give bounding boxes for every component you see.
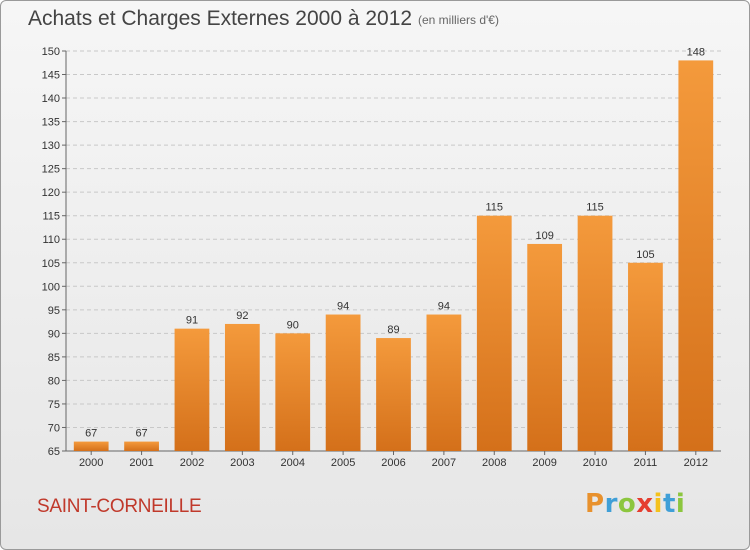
bar bbox=[476, 215, 512, 451]
logo-letter: i bbox=[675, 489, 686, 519]
data-label: 115 bbox=[586, 202, 604, 214]
x-tick-label: 2012 bbox=[684, 457, 708, 469]
labels: 65 70 75 80 85 90 95 100 105 110 115 120 125 130 135 14… bbox=[42, 46, 708, 469]
y-tick-label: 75 bbox=[48, 399, 60, 411]
x-tick-label: 2000 bbox=[79, 457, 103, 469]
x-tick-label: 2002 bbox=[180, 457, 204, 469]
data-label: 94 bbox=[337, 301, 349, 313]
x-tick-label: 2009 bbox=[532, 457, 556, 469]
bar bbox=[73, 441, 109, 451]
y-tick-label: 110 bbox=[42, 234, 60, 246]
x-tick-label: 2003 bbox=[230, 457, 254, 469]
x-tick-label: 2001 bbox=[129, 457, 153, 469]
bar bbox=[527, 243, 563, 451]
logo-letter: t bbox=[662, 489, 676, 519]
y-tick-label: 150 bbox=[42, 46, 60, 58]
commune-name: SAINT-CORNEILLE bbox=[37, 496, 202, 517]
y-tick-label: 120 bbox=[42, 187, 60, 199]
bar bbox=[174, 328, 210, 451]
bar bbox=[275, 333, 311, 451]
bar bbox=[376, 338, 411, 451]
y-tick-label: 90 bbox=[48, 328, 60, 340]
data-label: 91 bbox=[186, 315, 198, 327]
y-tick-label: 125 bbox=[42, 164, 60, 176]
data-label: 67 bbox=[85, 428, 97, 440]
y-tick-label: 70 bbox=[48, 422, 60, 434]
bar bbox=[325, 314, 361, 451]
data-label: 115 bbox=[485, 202, 503, 214]
chart-unit: (en milliers d'€) bbox=[418, 13, 499, 27]
logo-letter: r bbox=[604, 489, 618, 519]
y-tick-label: 135 bbox=[42, 117, 60, 129]
proxiti-logo: Proxiti bbox=[585, 489, 685, 519]
data-label: 148 bbox=[687, 46, 705, 58]
x-tick-label: 2004 bbox=[280, 457, 304, 469]
bar bbox=[678, 60, 714, 451]
y-tick-label: 130 bbox=[42, 140, 60, 152]
bar bbox=[628, 262, 663, 451]
data-label: 94 bbox=[438, 301, 450, 313]
x-tick-label: 2011 bbox=[634, 457, 658, 469]
x-tick-label: 2007 bbox=[432, 457, 456, 469]
data-label: 90 bbox=[287, 319, 299, 331]
y-tick-label: 65 bbox=[48, 446, 60, 458]
y-tick-label: 80 bbox=[48, 375, 60, 387]
chart-title: Achats et Charges Externes 2000 à 2012 bbox=[28, 7, 413, 30]
y-tick-label: 105 bbox=[42, 258, 60, 270]
data-label: 89 bbox=[387, 324, 399, 336]
logo-letter: i bbox=[653, 489, 663, 519]
x-tick-label: 2008 bbox=[482, 457, 506, 469]
bar bbox=[577, 215, 613, 451]
logo-letter: o bbox=[617, 489, 637, 519]
logo-letter: P bbox=[585, 489, 605, 519]
y-tick-label: 140 bbox=[42, 93, 60, 105]
x-tick-label: 2006 bbox=[381, 457, 405, 469]
x-tick-label: 2010 bbox=[583, 457, 607, 469]
bar bbox=[426, 314, 462, 451]
data-label: 67 bbox=[135, 428, 147, 440]
bar bbox=[124, 441, 159, 451]
y-tick-label: 100 bbox=[42, 281, 60, 293]
data-label: 92 bbox=[236, 310, 248, 322]
logo-letter: x bbox=[636, 489, 654, 519]
data-label: 109 bbox=[535, 230, 553, 242]
bars bbox=[73, 60, 714, 451]
x-tick-label: 2005 bbox=[331, 457, 355, 469]
y-tick-label: 85 bbox=[48, 352, 60, 364]
y-tick-label: 145 bbox=[42, 70, 60, 82]
y-tick-label: 95 bbox=[48, 305, 60, 317]
data-label: 105 bbox=[636, 249, 654, 261]
y-tick-label: 115 bbox=[42, 211, 60, 223]
bar bbox=[224, 323, 260, 451]
